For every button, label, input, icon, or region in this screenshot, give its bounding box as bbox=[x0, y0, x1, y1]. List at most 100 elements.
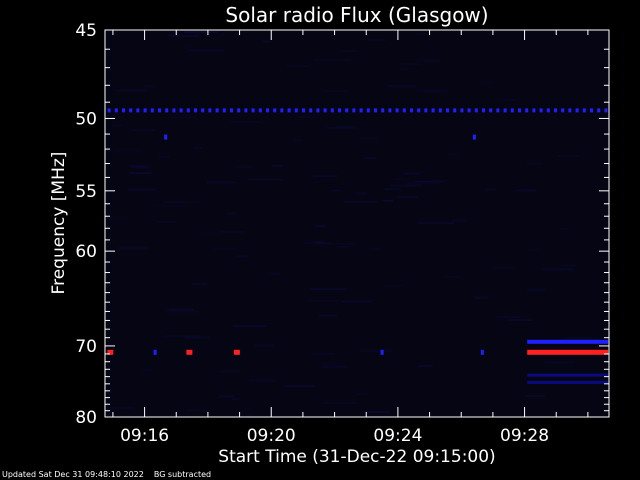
noise-streak bbox=[559, 228, 569, 231]
noise-streak bbox=[405, 182, 439, 185]
burst-spike bbox=[164, 134, 168, 140]
band-dot bbox=[294, 108, 298, 113]
noise-streak bbox=[485, 188, 496, 191]
burst-spike bbox=[380, 349, 384, 355]
band-dot bbox=[186, 108, 190, 113]
noise-streak bbox=[416, 59, 440, 62]
y-tick-label: 80 bbox=[75, 408, 97, 428]
band-dot bbox=[266, 108, 269, 113]
footer: Updated Sat Dec 31 09:48:10 2022 BG subtr… bbox=[2, 470, 221, 480]
axes-layer: 45 50 55 60 70 80 09:16 09:20 09:24 09:28 bbox=[75, 21, 610, 446]
noise-streak bbox=[236, 255, 248, 258]
band-dot bbox=[122, 108, 125, 113]
band-dot bbox=[482, 108, 485, 113]
noise-streak bbox=[220, 230, 246, 233]
noise-streak bbox=[479, 82, 493, 85]
noise-streak bbox=[310, 288, 347, 291]
band-dot bbox=[287, 108, 291, 113]
noise-streak bbox=[155, 221, 177, 224]
band-dot bbox=[446, 108, 449, 113]
bg-subtracted-note: BG subtracted bbox=[153, 470, 212, 479]
x-tick-label: 09:28 bbox=[500, 426, 549, 446]
noise-streak bbox=[562, 337, 599, 340]
band-dot bbox=[489, 108, 493, 113]
emission-band bbox=[527, 373, 608, 377]
band-dot bbox=[107, 108, 111, 113]
noise-streak bbox=[318, 362, 340, 365]
noise-streak bbox=[284, 385, 315, 388]
burst-spike bbox=[233, 349, 240, 355]
emission-band bbox=[527, 339, 608, 344]
noise-streak bbox=[423, 90, 449, 93]
band-dot bbox=[460, 108, 464, 113]
noise-streak bbox=[162, 201, 199, 203]
band-dot bbox=[251, 108, 255, 113]
noise-streak bbox=[188, 49, 225, 52]
noise-streak bbox=[261, 40, 272, 43]
noise-streak bbox=[192, 283, 208, 286]
noise-streak bbox=[396, 196, 419, 199]
burst-spike bbox=[472, 134, 476, 140]
noise-streak bbox=[414, 180, 445, 183]
noise-streak bbox=[114, 149, 141, 152]
noise-streak bbox=[212, 247, 239, 250]
noise-streak bbox=[448, 153, 458, 156]
noise-streak bbox=[199, 233, 218, 236]
band-dot bbox=[546, 108, 550, 113]
noise-streak bbox=[268, 272, 280, 275]
band-dot bbox=[230, 108, 233, 113]
emission-band bbox=[527, 349, 608, 355]
band-dot bbox=[359, 108, 363, 113]
band-dot bbox=[309, 108, 313, 113]
noise-streak bbox=[541, 268, 573, 271]
noise-streak bbox=[491, 266, 516, 269]
noise-streak bbox=[185, 44, 196, 47]
noise-streak bbox=[230, 121, 261, 124]
band-dot bbox=[215, 108, 219, 113]
band-dot bbox=[453, 108, 457, 113]
noise-streak bbox=[315, 225, 326, 227]
noise-streak bbox=[118, 247, 149, 249]
noise-streak bbox=[219, 395, 235, 398]
noise-streak bbox=[308, 299, 340, 302]
noise-streak bbox=[129, 165, 148, 168]
band-dot bbox=[467, 108, 471, 113]
band-dot bbox=[172, 108, 176, 113]
noise-streak bbox=[218, 370, 241, 373]
spectrogram-chart: 45 50 55 60 70 80 09:16 09:20 09:24 09:28 Solar r… bbox=[49, 3, 610, 467]
noise-streak bbox=[507, 319, 533, 322]
noise-streak bbox=[293, 139, 302, 142]
band-dot bbox=[136, 108, 140, 113]
band-dot bbox=[438, 108, 442, 113]
band-dot bbox=[338, 108, 341, 113]
noise-streak bbox=[296, 115, 317, 118]
noise-streak bbox=[496, 316, 521, 319]
noise-streak bbox=[359, 137, 378, 140]
band-dot bbox=[532, 108, 536, 113]
band-dot bbox=[518, 108, 521, 113]
noise-streak bbox=[127, 188, 156, 191]
noise-streak bbox=[387, 85, 416, 88]
noise-streak bbox=[106, 406, 134, 409]
noise-streak bbox=[253, 344, 275, 347]
y-tick-label: 60 bbox=[75, 242, 97, 262]
band-dot bbox=[395, 108, 399, 113]
noise-streak bbox=[415, 33, 424, 35]
noise-streak bbox=[403, 172, 421, 175]
noise-streak bbox=[390, 184, 422, 187]
noise-streak bbox=[105, 217, 127, 220]
noise-streak bbox=[384, 188, 401, 191]
band-dot bbox=[503, 108, 507, 113]
band-dot bbox=[201, 108, 205, 113]
noise-streak bbox=[557, 155, 579, 158]
noise-streak bbox=[321, 365, 347, 368]
updated-timestamp: Updated Sat Dec 31 09:48:10 2022 bbox=[2, 470, 144, 479]
noise-streak bbox=[474, 296, 489, 299]
band-dot bbox=[510, 108, 514, 113]
noise-streak bbox=[368, 248, 381, 251]
noise-streak bbox=[233, 325, 267, 328]
noise-streak bbox=[135, 166, 151, 169]
noise-streak bbox=[324, 90, 347, 93]
emission-layer bbox=[107, 108, 608, 384]
band-dot bbox=[496, 108, 500, 113]
